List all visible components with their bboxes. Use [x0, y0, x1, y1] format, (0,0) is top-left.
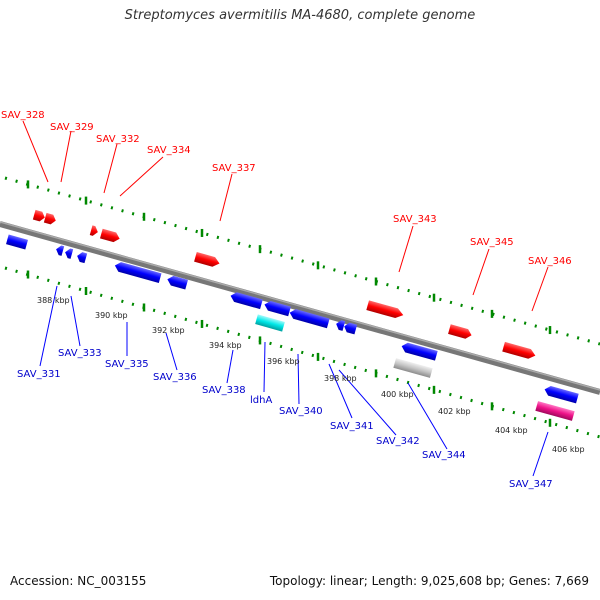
label-SAV_328: SAV_328: [1, 110, 45, 121]
scale-labels: 388 kbp 390 kbp 392 kbp 394 kbp 396 kbp …: [37, 296, 585, 454]
gene-SAV_344[interactable]: [400, 341, 438, 361]
label-SAV_347: SAV_347: [509, 479, 553, 490]
gene-SAV_335[interactable]: [114, 261, 162, 284]
gene-SAV_335a[interactable]: [76, 251, 88, 264]
accession-text: Accession: NC_003155: [10, 574, 147, 588]
gene-SAV_340[interactable]: [288, 308, 330, 329]
label-SAV_345: SAV_345: [470, 237, 514, 248]
label-SAV_346: SAV_346: [528, 256, 572, 267]
genome-axis-highlight: [0, 221, 600, 391]
gene-SAV_347-other[interactable]: [535, 401, 575, 421]
reverse-ticks: [26, 270, 552, 427]
reverse-labels: SAV_331 SAV_333 SAV_335 SAV_336 SAV_338 …: [17, 348, 553, 490]
label-ldhA: ldhA: [250, 395, 272, 406]
genome-axis: [0, 221, 600, 395]
gene-SAV_345[interactable]: [448, 324, 473, 340]
diagram-title: Streptomyces avermitilis MA-4680, comple…: [124, 8, 476, 23]
label-SAV_340: SAV_340: [279, 406, 323, 417]
label-SAV_332: SAV_332: [96, 134, 140, 145]
reverse-tick-line: [4, 266, 600, 439]
label-SAV_338: SAV_338: [202, 385, 246, 396]
gene-SAV_341[interactable]: [335, 319, 346, 331]
gene-SAV_329[interactable]: [43, 212, 57, 226]
gene-SAV_328[interactable]: [32, 209, 46, 223]
label-SAV_342: SAV_342: [376, 436, 420, 447]
scale-404: 404 kbp: [495, 426, 528, 435]
label-SAV_334: SAV_334: [147, 145, 191, 156]
gene-SAV_333[interactable]: [64, 247, 74, 259]
forward-label-leaders: [22, 120, 549, 312]
label-SAV_335: SAV_335: [105, 359, 149, 370]
gene-SAV_339[interactable]: [263, 300, 291, 317]
pseudo-gene[interactable]: [393, 358, 433, 378]
scale-402: 402 kbp: [438, 407, 471, 416]
gene-SAV_346[interactable]: [502, 341, 536, 361]
scale-400: 400 kbp: [381, 390, 414, 399]
scale-406: 406 kbp: [552, 445, 585, 454]
gene-SAV_331[interactable]: [6, 234, 28, 250]
gene-ldhA[interactable]: [255, 314, 285, 332]
gene-SAV_334[interactable]: [99, 228, 121, 244]
label-SAV_337: SAV_337: [212, 163, 256, 174]
forward-tick-line: [4, 176, 600, 346]
label-SAV_341: SAV_341: [330, 421, 374, 432]
gene-SAV_332[interactable]: [89, 225, 99, 237]
label-SAV_329: SAV_329: [50, 122, 94, 133]
label-SAV_333: SAV_333: [58, 348, 102, 359]
scale-392: 392 kbp: [152, 326, 185, 335]
gene-SAV_342[interactable]: [343, 322, 358, 335]
label-SAV_336: SAV_336: [153, 372, 197, 383]
gene-SAV_336[interactable]: [166, 274, 188, 290]
scale-390: 390 kbp: [95, 311, 128, 320]
reverse-label-leaders: [39, 285, 549, 477]
gene-SAV_333a[interactable]: [55, 244, 65, 256]
scale-388: 388 kbp: [37, 296, 70, 305]
scale-396: 396 kbp: [267, 357, 300, 366]
scale-398: 398 kbp: [324, 374, 357, 383]
scale-394: 394 kbp: [209, 341, 242, 350]
gene-SAV_347[interactable]: [543, 385, 579, 404]
forward-ticks: [26, 180, 552, 335]
label-SAV_331: SAV_331: [17, 369, 61, 380]
genome-summary: Topology: linear; Length: 9,025,608 bp; …: [269, 574, 589, 588]
label-SAV_343: SAV_343: [393, 214, 437, 225]
gene-SAV_338[interactable]: [229, 291, 263, 310]
forward-labels: SAV_328 SAV_329 SAV_332 SAV_334 SAV_337 …: [1, 110, 572, 267]
gene-SAV_337[interactable]: [194, 251, 221, 268]
gene-SAV_343[interactable]: [366, 300, 404, 320]
label-SAV_344: SAV_344: [422, 450, 466, 461]
